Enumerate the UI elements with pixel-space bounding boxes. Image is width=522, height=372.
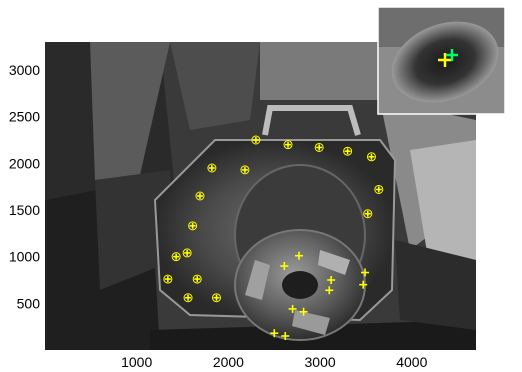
x-tick-label: 4000 bbox=[396, 354, 427, 370]
circle-plus-marker bbox=[343, 146, 353, 156]
plus-marker bbox=[325, 286, 334, 295]
x-tick-label: 2000 bbox=[213, 354, 244, 370]
markers-layer bbox=[163, 135, 384, 340]
circle-plus-marker bbox=[171, 252, 181, 262]
inset-green-plus-marker bbox=[446, 49, 458, 61]
x-axis: 1000 2000 3000 4000 bbox=[121, 354, 427, 370]
circle-plus-marker bbox=[283, 140, 293, 150]
plus-marker bbox=[299, 307, 308, 316]
circle-plus-marker bbox=[207, 163, 217, 173]
circle-plus-marker bbox=[363, 209, 373, 219]
x-tick-label: 1000 bbox=[121, 354, 152, 370]
x-tick-label: 3000 bbox=[305, 354, 336, 370]
plus-marker bbox=[361, 268, 370, 277]
y-tick-label: 500 bbox=[17, 295, 41, 311]
circle-plus-marker bbox=[188, 221, 198, 231]
circle-plus-marker bbox=[314, 142, 324, 152]
y-axis: 500 1000 1500 2000 2500 3000 bbox=[9, 62, 40, 311]
circle-plus-marker bbox=[183, 293, 193, 303]
plus-marker bbox=[327, 276, 336, 284]
plus-marker bbox=[270, 329, 279, 338]
zoom-inset bbox=[377, 6, 506, 115]
circle-plus-marker bbox=[240, 165, 250, 175]
plus-marker bbox=[359, 280, 368, 289]
plus-marker bbox=[280, 262, 289, 270]
circle-plus-marker bbox=[211, 293, 221, 303]
plus-marker bbox=[288, 304, 297, 313]
circle-plus-marker bbox=[163, 274, 173, 284]
plus-marker bbox=[295, 251, 304, 260]
circle-plus-marker bbox=[374, 184, 384, 194]
circle-plus-marker bbox=[251, 135, 261, 145]
circle-plus-marker bbox=[366, 152, 376, 162]
circle-plus-marker bbox=[192, 274, 202, 284]
y-tick-label: 2500 bbox=[9, 109, 40, 125]
y-tick-label: 2000 bbox=[9, 155, 40, 171]
y-tick-label: 1500 bbox=[9, 202, 40, 218]
circle-plus-marker bbox=[195, 191, 205, 201]
y-tick-label: 1000 bbox=[9, 249, 40, 265]
inset-yellow-plus-marker bbox=[438, 53, 452, 67]
plus-marker bbox=[281, 332, 290, 340]
circle-plus-marker bbox=[182, 248, 192, 258]
y-tick-label: 3000 bbox=[9, 62, 40, 78]
